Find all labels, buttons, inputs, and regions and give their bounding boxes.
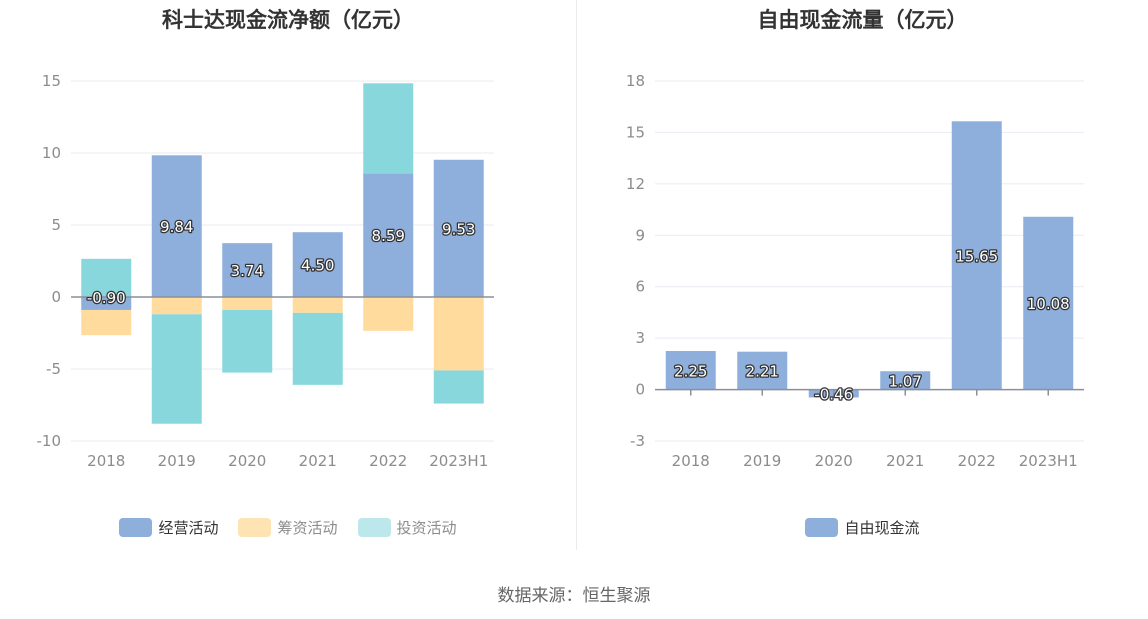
x-tick-label: 2023H1 (1019, 452, 1078, 470)
legend-item[interactable]: 自由现金流 (805, 517, 920, 538)
x-tick-label: 2018 (672, 452, 710, 470)
x-tick-label: 2023H1 (429, 452, 488, 470)
y-tick-label: 15 (626, 123, 645, 141)
bar-operating-2022 (363, 173, 414, 297)
legend-swatch (805, 518, 839, 537)
legend-swatch (238, 518, 272, 537)
x-tick-label: 2022 (958, 452, 996, 470)
data-label: 9.84 (160, 218, 193, 236)
y-tick-label: 5 (51, 216, 61, 234)
bar-financing-2019 (151, 297, 202, 315)
data-label: 2.25 (674, 362, 707, 380)
legend-swatch (357, 518, 391, 537)
bar-operating-2018 (81, 297, 132, 310)
y-tick-label: 15 (42, 72, 61, 90)
bar-investing-2021 (292, 312, 343, 385)
bar-investing-2020 (222, 309, 273, 373)
y-tick-label: 3 (635, 329, 645, 347)
bar-investing-2022 (363, 83, 414, 174)
legend-item[interactable]: 经营活动 (119, 517, 218, 538)
cashflow-net-chart-panel: 科士达现金流净额（亿元） 15 10 5 0 -5 -10 -0.90 9.84 3.74 4.5… (0, 0, 576, 560)
panel-divider (576, 0, 577, 550)
x-tick-label: 2018 (87, 452, 125, 470)
y-tick-label: -5 (46, 360, 61, 378)
chart-legend: 经营活动 筹资活动 投资活动 (0, 517, 576, 538)
legend-label: 筹资活动 (277, 519, 338, 537)
bar-fcf-2022 (951, 121, 1002, 390)
y-tick-label: 12 (626, 175, 645, 193)
data-label: 15.65 (955, 247, 998, 265)
x-tick-label: 2021 (886, 452, 924, 470)
bar-financing-2020 (222, 297, 273, 310)
bar-operating-2019 (151, 155, 202, 297)
chart-title: 自由现金流量（亿元） (757, 8, 968, 32)
bar-financing-2023H1 (433, 297, 484, 371)
data-label: 2.21 (746, 363, 779, 381)
x-tick-label: 2019 (158, 452, 196, 470)
free-cashflow-chart-panel: 自由现金流量（亿元） 18 15 12 9 6 3 0 -3 2.25 2.21 -0.46 1.07… (577, 0, 1148, 560)
bar-investing-2023H1 (433, 370, 484, 404)
chart-title: 科士达现金流净额（亿元） (162, 8, 414, 32)
cashflow-net-chart: 15 10 5 0 -5 -10 -0.90 9.84 3.74 4.50 8.59 9.53 2018… (37, 72, 494, 470)
legend-label: 投资活动 (396, 519, 457, 537)
y-tick-label: 9 (635, 226, 645, 244)
y-tick-label: 18 (626, 72, 645, 90)
bar-investing-2018 (81, 258, 132, 297)
bar-fcf-2021 (880, 371, 931, 390)
y-tick-label: 6 (635, 278, 645, 296)
legend-item[interactable]: 筹资活动 (238, 517, 338, 538)
legend-swatch (119, 518, 153, 537)
bar-financing-2018 (81, 309, 132, 336)
data-label: -0.46 (814, 386, 853, 404)
data-source-note: 数据来源：恒生聚源 (497, 586, 651, 606)
bar-investing-2019 (151, 314, 202, 424)
data-label: 3.74 (231, 262, 264, 280)
legend-item[interactable]: 投资活动 (357, 517, 457, 538)
chart-legend: 自由现金流 (577, 517, 1148, 538)
x-tick-label: 2019 (743, 452, 781, 470)
bar-operating-2023H1 (433, 159, 484, 297)
x-tick-label: 2021 (299, 452, 337, 470)
data-label: 1.07 (889, 372, 922, 390)
legend-label: 自由现金流 (844, 519, 920, 537)
x-tick-label: 2020 (228, 452, 266, 470)
bar-financing-2021 (292, 297, 343, 313)
y-tick-label: 0 (51, 288, 61, 306)
x-tick-label: 2022 (369, 452, 407, 470)
data-label: 8.59 (372, 227, 405, 245)
legend-label: 经营活动 (158, 519, 219, 537)
data-label: -0.90 (87, 289, 126, 307)
y-tick-label: -10 (37, 432, 62, 450)
y-tick-label: -3 (630, 432, 645, 450)
free-cashflow-chart: 18 15 12 9 6 3 0 -3 2.25 2.21 -0.46 1.07 15.65 10.08 2… (626, 72, 1084, 470)
data-label: 4.50 (301, 257, 334, 275)
data-label: 9.53 (442, 220, 475, 238)
data-label: 10.08 (1027, 295, 1070, 313)
y-tick-label: 10 (42, 144, 61, 162)
bar-fcf-2023H1 (1023, 216, 1074, 390)
y-tick-label: 0 (635, 381, 645, 399)
bar-financing-2022 (363, 297, 414, 331)
x-tick-label: 2020 (815, 452, 853, 470)
bar-fcf-2018 (665, 351, 716, 390)
bar-operating-2020 (222, 243, 273, 297)
bar-operating-2021 (292, 232, 343, 297)
bar-fcf-2019 (737, 351, 788, 390)
